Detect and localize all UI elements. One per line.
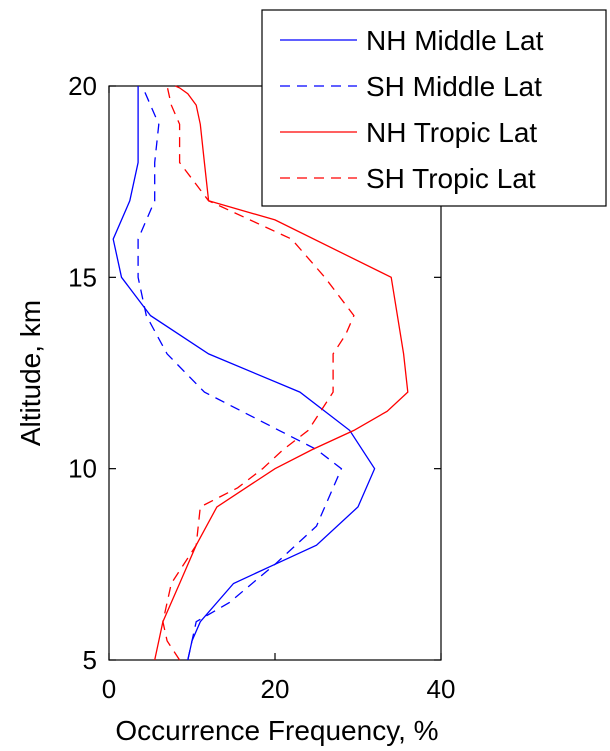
series-layer — [112, 85, 409, 661]
legend: NH Middle Lat SH Middle Lat NH Tropic Lat S… — [261, 9, 607, 207]
ticks-layer: 0 20 40 5 10 15 20 — [68, 71, 455, 704]
legend-label: SH Tropic Lat — [366, 163, 536, 194]
y-tick-label: 10 — [68, 454, 97, 484]
y-tick-label: 20 — [68, 71, 97, 101]
legend-box — [261, 9, 607, 207]
series-line-sh-tropic-lat — [162, 85, 355, 661]
y-tick-label: 15 — [68, 262, 97, 292]
y-tick-label: 5 — [83, 645, 97, 675]
legend-label: NH Middle Lat — [366, 25, 544, 56]
x-tick-label: 20 — [261, 674, 290, 704]
y-axis-label: Altitude, km — [15, 300, 46, 446]
x-axis-label: Occurrence Frequency, % — [115, 715, 438, 746]
legend-label: NH Tropic Lat — [366, 117, 537, 148]
x-tick-label: 0 — [102, 674, 116, 704]
series-line-nh-middle-lat — [112, 86, 376, 661]
legend-label: SH Middle Lat — [366, 71, 542, 102]
x-tick-label: 40 — [427, 674, 456, 704]
series-line-sh-middle-lat — [137, 85, 343, 661]
series-line-nh-tropic-lat — [154, 85, 409, 661]
